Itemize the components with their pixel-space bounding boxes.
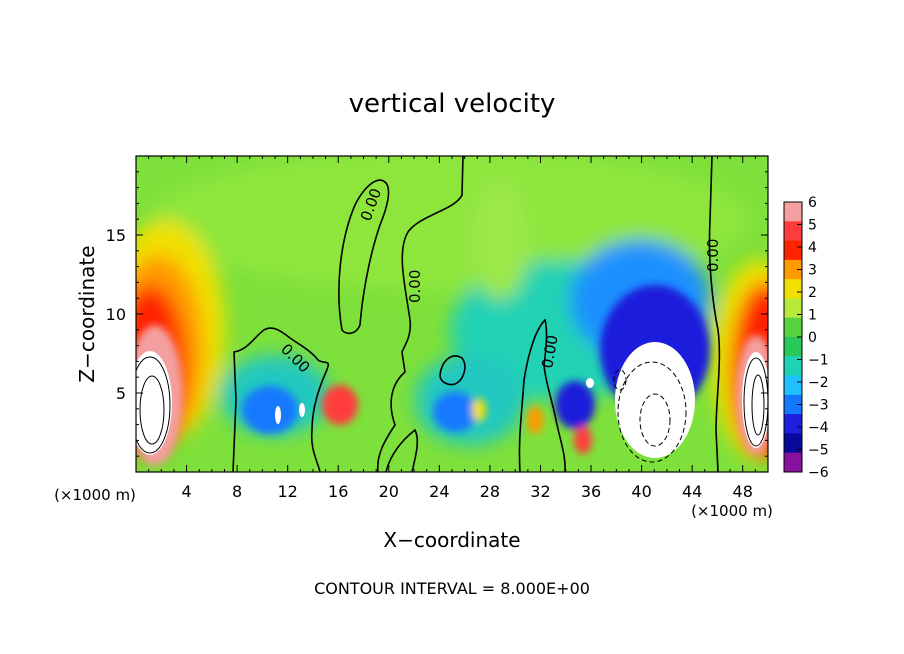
colorbar-tick-label: 2 bbox=[808, 285, 817, 301]
colorbar-tick-label: 0 bbox=[808, 330, 817, 346]
left-core-white bbox=[136, 351, 172, 455]
colorbar-tick-label: −1 bbox=[808, 353, 829, 369]
colorbar-swatch bbox=[784, 279, 802, 299]
y-tick-label: 5 bbox=[116, 384, 126, 403]
tiny-white-core-1 bbox=[275, 406, 281, 424]
colorbar-tick-label: −5 bbox=[808, 443, 829, 459]
x-tick-label: 40 bbox=[631, 482, 651, 501]
colorbar-swatch bbox=[784, 414, 802, 434]
colorbar-swatch bbox=[784, 317, 802, 338]
x-tick-label: 20 bbox=[379, 482, 399, 501]
x-tick-label: 44 bbox=[682, 482, 702, 501]
colorbar-swatch bbox=[784, 356, 802, 377]
colorbar-swatch bbox=[784, 221, 802, 242]
x-tick-label: 32 bbox=[530, 482, 550, 501]
x-tick-label: 28 bbox=[480, 482, 500, 501]
y-axis-label: Z−coordinate bbox=[75, 245, 99, 382]
colorbar-tick-label: 3 bbox=[808, 263, 817, 279]
colorbar-swatch bbox=[784, 202, 802, 222]
zero-contour-right-center bbox=[518, 318, 566, 472]
downdraft-center-blue bbox=[433, 392, 477, 432]
zero-contour-left bbox=[232, 327, 330, 472]
contour-interval-note: CONTOUR INTERVAL = 8.000E+00 bbox=[314, 579, 590, 598]
contour-label: 0.00 bbox=[538, 334, 562, 370]
contour-label: 0.00 bbox=[704, 239, 722, 272]
zero-contour-blob bbox=[439, 355, 466, 386]
zero-contour-right bbox=[708, 156, 721, 472]
x-unit-left: (×1000 m) bbox=[54, 486, 136, 504]
colorbar-swatch bbox=[784, 259, 802, 280]
colorbar-swatch bbox=[784, 240, 802, 261]
downdraft-left-blue bbox=[242, 386, 298, 434]
right-core-contour-2 bbox=[751, 374, 765, 436]
updraft-small bbox=[574, 426, 592, 454]
zero-contour-bottom bbox=[385, 428, 419, 472]
colorbar-tick-label: 4 bbox=[808, 240, 817, 256]
tiny-white-core-2 bbox=[299, 403, 305, 417]
downdraft-right-blue bbox=[555, 381, 595, 429]
x-tick-label: 12 bbox=[278, 482, 298, 501]
x-axis-label: X−coordinate bbox=[383, 528, 520, 552]
x-axis-ticks: 4 8 12 16 20 24 28 32 36 40 44 48 bbox=[148, 156, 756, 501]
downdraft-contour-1 bbox=[617, 361, 687, 463]
x-tick-label: 4 bbox=[181, 482, 191, 501]
right-core-white bbox=[742, 352, 768, 448]
positive-contours bbox=[136, 356, 768, 454]
zero-contour-center bbox=[376, 156, 464, 472]
x-tick-label: 8 bbox=[232, 482, 242, 501]
x-tick-label: 24 bbox=[429, 482, 449, 501]
contour-label: 0.00 bbox=[406, 270, 424, 303]
colorbar-tick-label: −2 bbox=[808, 375, 829, 391]
colorbar-tick-label: −4 bbox=[808, 420, 829, 436]
x-unit-right: (×1000 m) bbox=[691, 502, 773, 520]
x-tick-label: 16 bbox=[328, 482, 348, 501]
updraft-tiny bbox=[527, 406, 543, 434]
colorbar-swatch bbox=[784, 452, 802, 473]
left-core-contour-2 bbox=[139, 375, 165, 445]
plot-area: 0.00 0.00 0.00 0.00 0.00 bbox=[136, 156, 768, 472]
updraft-center bbox=[322, 385, 358, 425]
colorbar-tick-label: 5 bbox=[808, 218, 817, 234]
x-tick-label: 48 bbox=[733, 482, 753, 501]
right-core-contour-1 bbox=[743, 357, 768, 447]
chart-title: vertical velocity bbox=[349, 89, 556, 119]
downdraft-core-white bbox=[615, 342, 695, 458]
y-tick-label: 15 bbox=[106, 226, 126, 245]
colorbar-swatch bbox=[784, 298, 802, 319]
y-axis-ticks: 5 10 15 bbox=[106, 171, 768, 457]
updraft-yellow bbox=[472, 398, 486, 422]
colorbar-swatch bbox=[784, 394, 802, 415]
downdraft-contour-3 bbox=[613, 369, 627, 391]
colorbar-tick-label: −6 bbox=[808, 465, 829, 481]
colorbar-swatch bbox=[784, 337, 802, 357]
colorbar-tick-label: −3 bbox=[808, 398, 829, 414]
downdraft-contour-2 bbox=[639, 393, 671, 447]
left-core-contour-1 bbox=[136, 356, 171, 454]
negative-contours bbox=[613, 361, 687, 463]
colorbar-tick-label: 1 bbox=[808, 308, 817, 324]
zero-contours bbox=[232, 156, 721, 472]
colorbar-swatch bbox=[784, 375, 802, 396]
colorbar-swatch bbox=[784, 433, 802, 454]
light-green-column bbox=[470, 180, 530, 300]
zero-contour-upper-column bbox=[338, 179, 390, 335]
x-tick-label: 36 bbox=[581, 482, 601, 501]
tiny-white-core-3 bbox=[586, 378, 594, 388]
colorbar-tick-label: 6 bbox=[808, 195, 817, 211]
y-tick-label: 10 bbox=[106, 305, 126, 324]
colorbar: 6 5 4 3 2 1 0 −1 −2 −3 −4 −5 −6 bbox=[783, 195, 829, 481]
